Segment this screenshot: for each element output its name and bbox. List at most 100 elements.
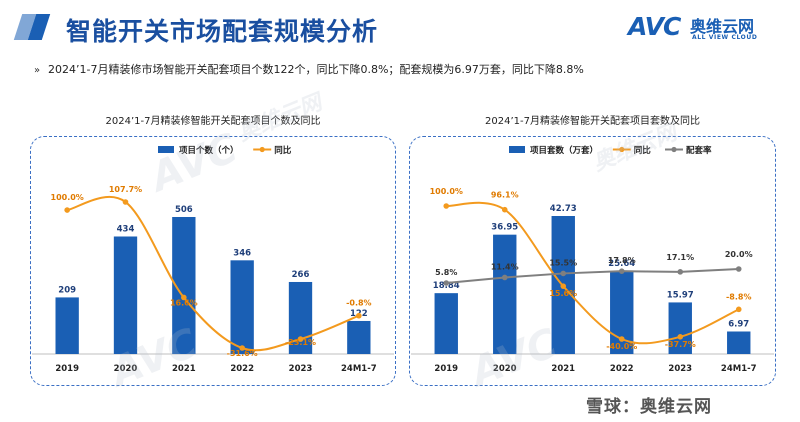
x-tick-label: 2019 [55, 364, 79, 374]
x-tick-label: 2021 [551, 364, 575, 374]
bar-value-label: 15.97 [667, 290, 694, 300]
series-point [356, 312, 362, 319]
bar-value-label: 209 [58, 285, 76, 295]
bar [610, 271, 634, 354]
bar-value-label: 346 [233, 248, 251, 258]
series-point [677, 334, 684, 340]
bar [288, 281, 313, 354]
line-value-label: 17.8% [608, 256, 636, 265]
bar [113, 236, 138, 354]
series-point [618, 268, 625, 274]
line-value-label: -37.7% [665, 340, 696, 349]
x-tick-label: 2023 [289, 364, 313, 374]
double-chevron-right-icon: » [34, 65, 41, 76]
bar-value-label: 36.95 [491, 223, 518, 233]
title-bar: 智能开关市场配套规模分析 AVC 奥维云网 ALL VIEW CLOUD [0, 0, 800, 52]
bar-value-label: 42.73 [550, 204, 577, 214]
series-point [239, 345, 245, 351]
bar-value-label: 18.84 [433, 281, 460, 291]
legend-swatch-bar [509, 146, 525, 153]
bar-value-label: 25.64 [608, 259, 635, 269]
legend-label: 同比 [634, 145, 652, 156]
legend-label: 项目套数（万套） [530, 145, 598, 156]
bar-value-label: 266 [292, 270, 310, 280]
logo-chinese-name: 奥维云网 [690, 17, 755, 36]
x-tick-label: 2021 [172, 364, 196, 374]
series-line [66, 195, 360, 352]
x-tick-label: 2020 [114, 364, 138, 374]
line-value-label: 15.5% [549, 258, 577, 267]
bar [347, 320, 371, 354]
bar [434, 293, 458, 354]
page-title: 智能开关市场配套规模分析 [66, 17, 379, 46]
series-point [501, 206, 508, 213]
line-value-label: -23.1% [285, 338, 316, 347]
chart-frame [30, 136, 396, 386]
legend-swatch-marker [619, 146, 625, 153]
series-point [443, 203, 450, 209]
series-point [677, 269, 684, 275]
footer-watermark: 雪球：奥维云网 [586, 397, 712, 417]
bar-value-label: 434 [117, 224, 135, 234]
chart-panel-project-count: 2024’1-7月精装修智能开关配套项目个数及同比 项目个数（个） 同比 209 43… [30, 112, 396, 386]
chart-frame [409, 136, 776, 386]
chart-panel-project-sets: 2024’1-7月精装修智能开关配套项目套数及同比 项目套数（万套） 同比 配套率 1… [409, 112, 776, 386]
series-point [297, 336, 304, 342]
legend-label: 项目个数（个） [179, 145, 239, 156]
chart-project-sets: 项目套数（万套） 同比 配套率 18.84 36.95 42.73 25.64 15.97 6.… [411, 145, 774, 374]
line-value-label: 20.0% [725, 250, 753, 259]
legend-label: 配套率 [686, 145, 712, 156]
x-tick-label: 2022 [610, 364, 634, 374]
bar [172, 217, 196, 354]
bar [55, 297, 79, 354]
bar [668, 302, 692, 354]
x-tick-label: 2022 [230, 364, 254, 374]
series-point [560, 270, 567, 277]
bar-value-label: 506 [175, 205, 193, 215]
line-value-label: 100.0% [430, 187, 463, 196]
x-tick-label: 2019 [434, 364, 458, 374]
line-value-label: 100.0% [51, 193, 84, 202]
x-tick-label: 2023 [668, 364, 692, 374]
series-point [560, 283, 567, 289]
series-point [64, 207, 70, 213]
summary-text: 2024’1-7月精装修市场智能开关配套项目个数122个，同比下降0.8%；配套… [48, 63, 584, 76]
chart-title: 2024’1-7月精装修智能开关配套项目个数及同比 [105, 116, 321, 127]
chart-project-count: 项目个数（个）同比2094345063462661222019202020212… [32, 145, 394, 374]
series-point [501, 274, 508, 281]
line-value-label: 16.6% [170, 298, 198, 307]
x-tick-label: 24M1-7 [721, 364, 757, 374]
bar [727, 331, 751, 354]
series-point [735, 266, 742, 272]
line-value-label: 96.1% [491, 191, 519, 200]
line-value-label: -0.8% [346, 299, 372, 308]
series-line [446, 268, 739, 284]
line-value-label: 5.8% [435, 268, 457, 277]
series-point [122, 199, 129, 205]
series-point [181, 294, 187, 301]
bar [493, 234, 517, 354]
logo-english-name: ALL VIEW CLOUD [692, 34, 758, 41]
series-point [735, 306, 742, 313]
series-line [446, 201, 740, 345]
summary-line: » 2024’1-7月精装修市场智能开关配套项目个数122个，同比下降0.8%；配… [34, 61, 774, 77]
logo-mark: AVC [628, 12, 681, 41]
avc-logo: AVC 奥维云网 ALL VIEW CLOUD [628, 12, 778, 46]
legend-label: 同比 [274, 145, 292, 156]
legend-swatch-marker [259, 146, 265, 153]
series-point [618, 336, 625, 342]
title-accent-icon [13, 14, 51, 40]
line-value-label: 15.6% [549, 289, 577, 298]
line-value-label: -40.0% [606, 342, 637, 351]
series-point [443, 280, 450, 286]
line-value-label: 11.4% [491, 262, 519, 271]
line-value-label: -31.6% [227, 349, 258, 358]
line-value-label: 107.7% [109, 185, 142, 194]
chart-title: 2024’1-7月精装修智能开关配套项目套数及同比 [485, 116, 700, 127]
bar [230, 260, 254, 354]
line-value-label: -8.8% [726, 292, 752, 301]
bar-value-label: 6.97 [728, 319, 749, 329]
x-tick-label: 24M1-7 [341, 364, 377, 374]
legend-swatch-bar [158, 146, 174, 153]
legend-swatch-marker [671, 146, 677, 153]
